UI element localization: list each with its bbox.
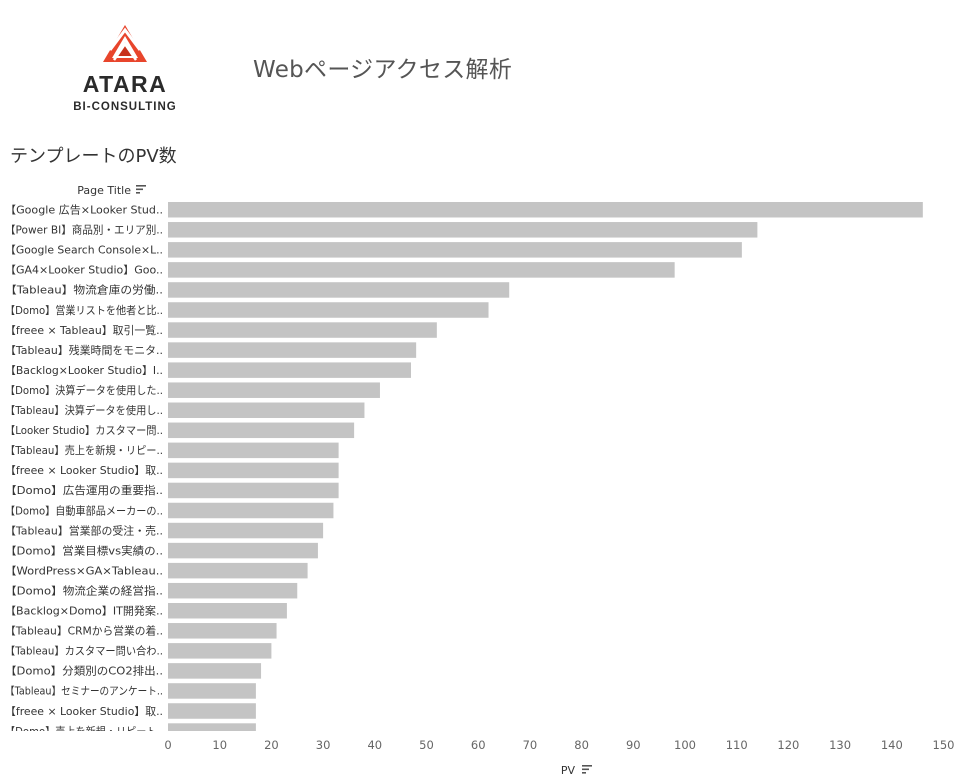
x-tick-label: 110	[726, 738, 748, 752]
row-label[interactable]: 【WordPress×GA×Tableau..	[5, 565, 163, 577]
x-tick-label: 50	[419, 738, 434, 752]
bar[interactable]	[168, 462, 339, 479]
bar[interactable]	[168, 242, 742, 258]
logo-brand: ATARA	[83, 71, 168, 97]
bar[interactable]	[168, 582, 298, 599]
x-tick-label: 70	[523, 738, 538, 752]
x-tick-label: 30	[316, 738, 331, 752]
sort-icon[interactable]	[582, 765, 592, 774]
bar[interactable]	[168, 562, 308, 579]
bar[interactable]	[168, 522, 324, 539]
x-axis: 0 10 20 30 40 50 60 70 80 90 100 110 120 130 140 150	[164, 738, 954, 752]
row-label[interactable]: 【Backlog×Looker Studio】I..	[5, 365, 163, 377]
x-tick-label: 120	[777, 738, 799, 752]
bar[interactable]	[168, 422, 355, 439]
bar[interactable]	[168, 703, 256, 719]
x-tick-label: 20	[264, 738, 279, 752]
bar[interactable]	[168, 723, 256, 739]
bar[interactable]	[168, 382, 380, 398]
row-label[interactable]: 【Tableau】セミナーのアンケート..	[5, 686, 163, 698]
row-label[interactable]: 【Tableau】CRMから営業の着..	[5, 625, 163, 638]
logo-subtitle: BI-CONSULTING	[73, 101, 177, 113]
x-axis-label: PV	[561, 764, 576, 777]
x-axis-title[interactable]: PV	[561, 764, 592, 777]
bar[interactable]	[168, 603, 287, 619]
x-tick-label: 40	[367, 738, 382, 752]
bar[interactable]	[168, 322, 437, 338]
bar[interactable]	[168, 643, 272, 659]
row-label[interactable]: 【Tableau】物流倉庫の労働..	[5, 284, 163, 297]
row-label[interactable]: 【Domo】広告運用の重要指..	[5, 484, 163, 497]
x-tick-label: 0	[164, 738, 171, 752]
x-tick-label: 60	[471, 738, 486, 752]
bar[interactable]	[168, 623, 277, 639]
row-label[interactable]: 【GA4×Looker Studio】Goo..	[5, 265, 163, 277]
bar[interactable]	[168, 262, 675, 278]
dashboard-title: Webページアクセス解析	[253, 57, 513, 83]
row-labels: 【Google 広告×Looker Stud.. 【Power BI】商品別・エリ…	[5, 204, 163, 738]
x-tick-label: 140	[881, 738, 903, 752]
row-label[interactable]: 【Tableau】決算データを使用し..	[5, 404, 163, 417]
row-label[interactable]: 【Looker Studio】カスタマー問..	[5, 425, 163, 437]
bar[interactable]	[168, 402, 365, 419]
x-tick-label: 150	[933, 738, 955, 752]
logo-mark	[103, 25, 147, 62]
row-header[interactable]: Page Title	[77, 184, 146, 197]
bar[interactable]	[168, 502, 334, 519]
row-label[interactable]: 【Google Search Console×L..	[5, 245, 163, 257]
x-tick-label: 10	[212, 738, 227, 752]
bar[interactable]	[168, 683, 256, 699]
plot-area	[168, 202, 923, 739]
sort-icon[interactable]	[136, 185, 146, 194]
bar[interactable]	[168, 482, 339, 499]
row-label[interactable]: 【freee × Looker Studio】取..	[5, 706, 163, 718]
x-tick-label: 100	[674, 738, 696, 752]
row-label[interactable]: 【Domo】営業リストを他者と比..	[5, 304, 163, 317]
row-label[interactable]: 【Domo】分類別のCO2排出..	[5, 665, 163, 678]
row-label[interactable]: 【Tableau】営業部の受注・売..	[5, 524, 163, 537]
row-label[interactable]: 【Tableau】売上を新規・リピー..	[5, 444, 163, 457]
row-label[interactable]: 【Power BI】商品別・エリア別..	[5, 224, 163, 237]
row-label[interactable]: 【Domo】営業目標vs実績の..	[5, 544, 163, 557]
row-label[interactable]: 【freee × Looker Studio】取..	[5, 465, 163, 477]
bar[interactable]	[168, 202, 923, 218]
row-label[interactable]: 【Domo】売上を新規・リピート..	[5, 725, 163, 738]
row-label[interactable]: 【Domo】決算データを使用した..	[5, 384, 163, 397]
row-label[interactable]: 【Domo】物流企業の経営指..	[5, 584, 163, 597]
sheet-title: テンプレートのPV数	[10, 146, 177, 167]
row-label[interactable]: 【Backlog×Domo】IT開発案..	[5, 605, 163, 618]
row-label[interactable]: 【freee × Tableau】取引一覧..	[5, 324, 163, 337]
bar[interactable]	[168, 663, 262, 679]
bar[interactable]	[168, 342, 417, 358]
atara-logo: ATARA BI-CONSULTING	[73, 25, 177, 113]
row-label[interactable]: 【Google 広告×Looker Stud..	[5, 204, 163, 217]
bar[interactable]	[168, 302, 489, 318]
x-tick-label: 130	[829, 738, 851, 752]
row-label[interactable]: 【Tableau】カスタマー問い合わ..	[5, 645, 163, 658]
x-tick-label: 90	[626, 738, 641, 752]
bar[interactable]	[168, 442, 339, 459]
row-header-label: Page Title	[77, 184, 131, 197]
row-label[interactable]: 【Tableau】残業時間をモニタ..	[5, 344, 163, 357]
bar[interactable]	[168, 222, 758, 238]
x-tick-label: 80	[574, 738, 589, 752]
bar-chart: Page Title 【Google 広告×Looker Stud.. 【Powe…	[5, 184, 954, 777]
bar[interactable]	[168, 362, 411, 378]
bar[interactable]	[168, 542, 318, 559]
row-label[interactable]: 【Domo】自動車部品メーカーの..	[5, 504, 163, 517]
bar[interactable]	[168, 282, 510, 298]
